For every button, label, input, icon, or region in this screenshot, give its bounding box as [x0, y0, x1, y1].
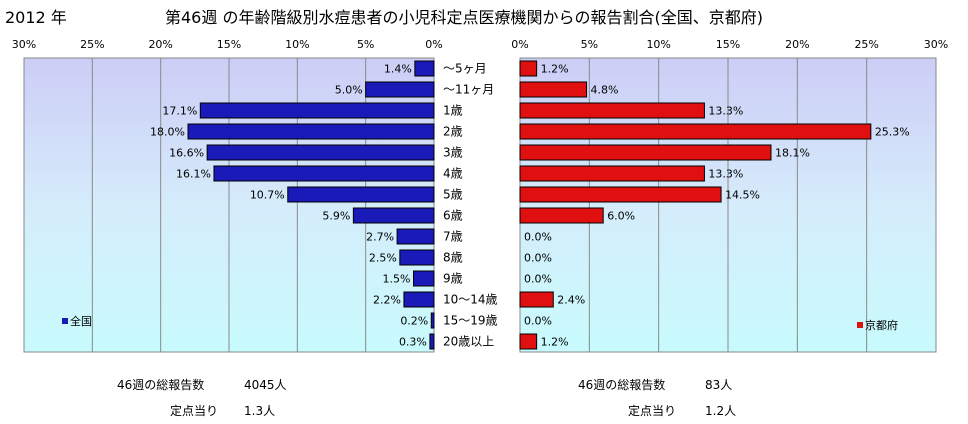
- national-value-label: 10.7%: [250, 189, 285, 202]
- category-label: 10～14歳: [443, 293, 498, 307]
- national-value-label: 18.0%: [150, 126, 185, 139]
- right-tick-label: 15%: [716, 38, 740, 51]
- left-tick-label: 15%: [217, 38, 241, 51]
- kyoto-legend-label: 京都府: [865, 318, 898, 332]
- national-bar: [414, 60, 435, 77]
- national-bar: [352, 207, 435, 224]
- national-legend-label: 全国: [70, 314, 92, 328]
- kyoto-bar: [519, 186, 722, 203]
- national-value-label: 0.3%: [399, 336, 427, 349]
- right-tick-label: 20%: [785, 38, 809, 51]
- kyoto-value-label: 2.4%: [557, 294, 585, 307]
- right-tick-label: 5%: [581, 38, 598, 51]
- kyoto-bar: [519, 291, 554, 308]
- right-tick-label: 30%: [924, 38, 948, 51]
- national-value-label: 16.1%: [176, 168, 211, 181]
- kyoto-total-label: 46週の総報告数: [578, 378, 666, 392]
- category-label: 9歳: [443, 272, 463, 286]
- national-total-label: 46週の総報告数: [117, 378, 205, 392]
- kyoto-value-label: 0.0%: [524, 231, 552, 244]
- national-bar: [399, 249, 435, 266]
- national-value-label: 5.0%: [335, 84, 363, 97]
- category-label: ～11ヶ月: [443, 83, 494, 97]
- national-bar: [199, 102, 435, 119]
- kyoto-value-label: 0.0%: [524, 252, 552, 265]
- kyoto-value-label: 0.0%: [524, 315, 552, 328]
- kyoto-bar: [519, 144, 772, 161]
- category-label: 5歳: [443, 188, 463, 202]
- national-value-label: 5.9%: [322, 210, 350, 223]
- national-value-label: 2.2%: [373, 294, 401, 307]
- category-label: 3歳: [443, 146, 463, 160]
- kyoto-value-label: 18.1%: [775, 147, 810, 160]
- kyoto-total-value: 83人: [705, 378, 733, 392]
- left-tick-label: 20%: [148, 38, 172, 51]
- left-tick-label: 10%: [285, 38, 309, 51]
- kyoto-per-value: 1.2人: [705, 404, 737, 418]
- national-bar: [206, 144, 435, 161]
- category-label: 8歳: [443, 251, 463, 265]
- national-per-label: 定点当り: [170, 404, 219, 418]
- kyoto-value-label: 25.3%: [875, 126, 910, 139]
- category-label: 20歳以上: [443, 335, 494, 349]
- national-value-label: 2.5%: [369, 252, 397, 265]
- left-tick-label: 5%: [357, 38, 374, 51]
- kyoto-value-label: 13.3%: [708, 105, 743, 118]
- national-bar: [365, 81, 435, 98]
- national-legend-swatch: [62, 318, 68, 324]
- kyoto-per-label: 定点当り: [628, 404, 677, 418]
- left-tick-label: 30%: [12, 38, 36, 51]
- national-bar: [430, 312, 435, 329]
- category-label: 6歳: [443, 209, 463, 223]
- national-bar: [396, 228, 435, 245]
- chart-title: 第46週 の年齢階級別水痘患者の小児科定点医療機関からの報告割合(全国、京都府): [165, 8, 763, 27]
- kyoto-bar: [519, 123, 872, 140]
- national-per-value: 1.3人: [244, 404, 276, 418]
- national-bar: [187, 123, 435, 140]
- national-value-label: 0.2%: [400, 315, 428, 328]
- national-bar: [403, 291, 435, 308]
- national-bar: [287, 186, 435, 203]
- kyoto-bar: [519, 60, 538, 77]
- kyoto-legend-swatch: [857, 322, 863, 328]
- kyoto-bar: [519, 165, 705, 182]
- kyoto-value-label: 14.5%: [725, 189, 760, 202]
- kyoto-value-label: 4.8%: [591, 84, 619, 97]
- kyoto-bar: [519, 207, 604, 224]
- national-value-label: 2.7%: [366, 231, 394, 244]
- kyoto-value-label: 0.0%: [524, 273, 552, 286]
- national-bar: [429, 333, 435, 350]
- kyoto-bar: [519, 102, 705, 119]
- right-tick-label: 25%: [854, 38, 878, 51]
- category-label: 4歳: [443, 167, 463, 181]
- national-value-label: 16.6%: [169, 147, 204, 160]
- kyoto-bar: [519, 333, 538, 350]
- left-tick-label: 0%: [425, 38, 442, 51]
- kyoto-value-label: 6.0%: [607, 210, 635, 223]
- category-label: 1歳: [443, 104, 463, 118]
- right-tick-label: 0%: [511, 38, 528, 51]
- kyoto-bar: [519, 81, 588, 98]
- national-total-value: 4045人: [244, 378, 287, 392]
- category-label: 15～19歳: [443, 314, 498, 328]
- right-tick-label: 10%: [646, 38, 670, 51]
- national-value-label: 1.4%: [384, 63, 412, 76]
- left-tick-label: 25%: [80, 38, 104, 51]
- national-value-label: 17.1%: [162, 105, 197, 118]
- national-bar: [213, 165, 435, 182]
- national-value-label: 1.5%: [383, 273, 411, 286]
- category-label: 2歳: [443, 125, 463, 139]
- kyoto-value-label: 1.2%: [541, 63, 569, 76]
- category-label: ～5ヶ月: [443, 62, 487, 76]
- year-label: 2012 年: [5, 8, 67, 27]
- national-bar: [413, 270, 435, 287]
- page-header: 2012 年 第46週 の年齢階級別水痘患者の小児科定点医療機関からの報告割合(…: [0, 0, 968, 30]
- kyoto-value-label: 13.3%: [708, 168, 743, 181]
- category-label: 7歳: [443, 230, 463, 244]
- kyoto-value-label: 1.2%: [541, 336, 569, 349]
